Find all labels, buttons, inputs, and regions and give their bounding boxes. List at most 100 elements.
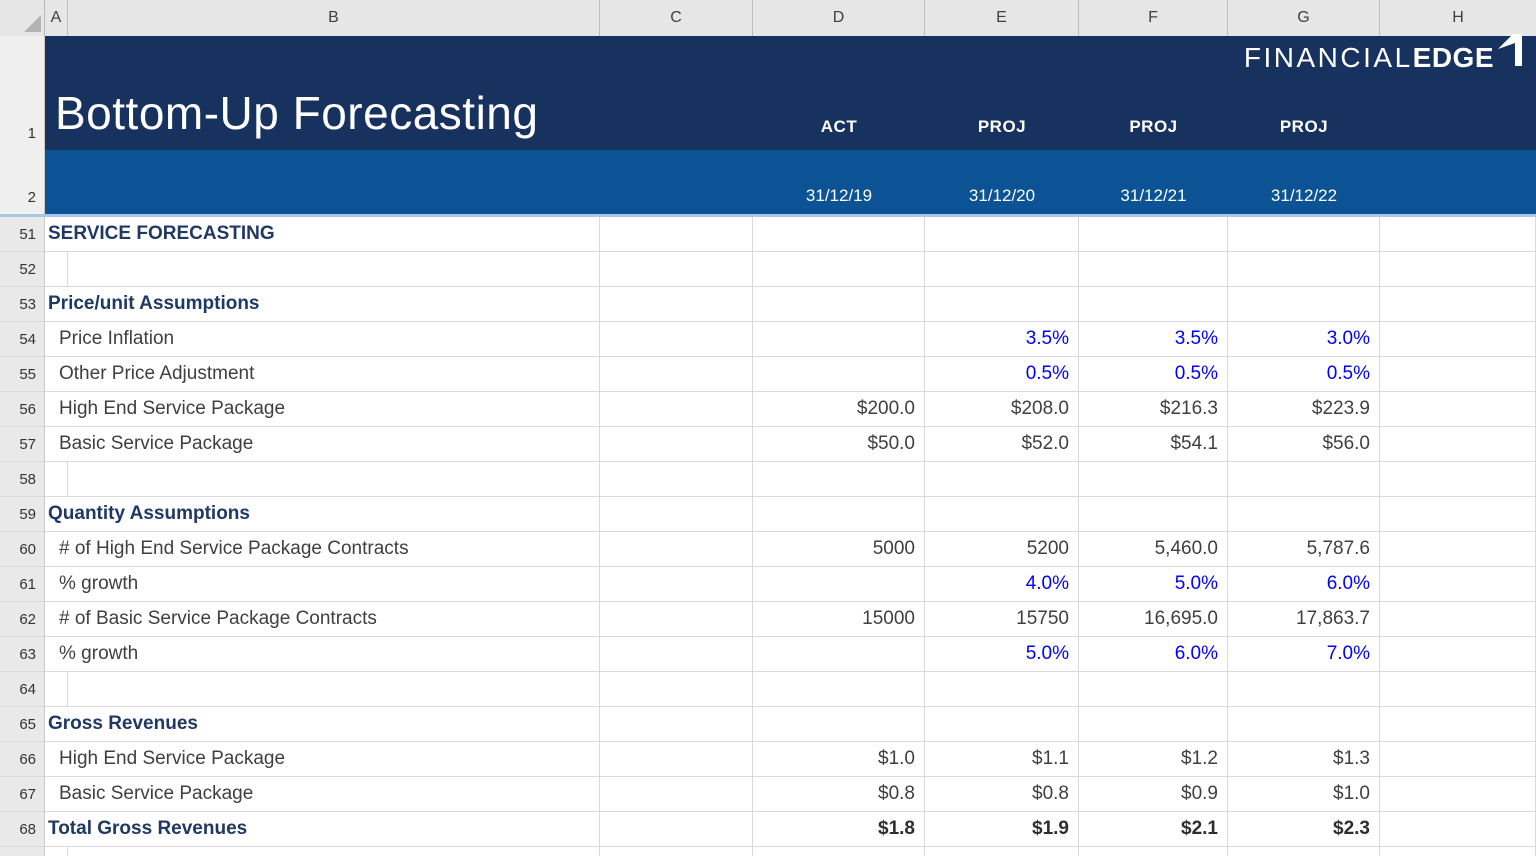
cell-H67[interactable]: [1380, 777, 1536, 812]
cell-E68[interactable]: $1.9: [925, 812, 1079, 847]
cell-E59[interactable]: [925, 497, 1079, 532]
cell-H62[interactable]: [1380, 602, 1536, 637]
cell-B63[interactable]: % growth: [45, 637, 600, 672]
cell-C62[interactable]: [600, 602, 753, 637]
row-number-57[interactable]: 57: [0, 427, 45, 462]
cell-G60[interactable]: 5,787.6: [1228, 532, 1380, 567]
cell-B53[interactable]: Price/unit Assumptions: [45, 287, 600, 322]
cell-label-partial[interactable]: [45, 847, 600, 856]
cell-G56[interactable]: $223.9: [1228, 392, 1380, 427]
column-header-C[interactable]: C: [600, 0, 753, 36]
row-number-68[interactable]: 68: [0, 812, 45, 847]
cell-D62[interactable]: 15000: [753, 602, 925, 637]
cell-B62[interactable]: # of Basic Service Package Contracts: [45, 602, 600, 637]
cell-D55[interactable]: [753, 357, 925, 392]
row-number-55[interactable]: 55: [0, 357, 45, 392]
cell-H53[interactable]: [1380, 287, 1536, 322]
cell-D-partial[interactable]: [753, 847, 925, 856]
sheet-title[interactable]: Bottom-Up Forecasting: [55, 87, 539, 139]
cell-F53[interactable]: [1079, 287, 1228, 322]
row-number-1[interactable]: 1: [0, 36, 45, 150]
cell-G68[interactable]: $2.3: [1228, 812, 1380, 847]
column-header-F[interactable]: F: [1079, 0, 1228, 36]
cell-F56[interactable]: $216.3: [1079, 392, 1228, 427]
cell-F51[interactable]: [1079, 217, 1228, 252]
row-number-56[interactable]: 56: [0, 392, 45, 427]
cell-H64[interactable]: [1380, 672, 1536, 707]
cell-B66[interactable]: High End Service Package: [45, 742, 600, 777]
select-all-button[interactable]: [0, 0, 45, 36]
cell-B56[interactable]: High End Service Package: [45, 392, 600, 427]
cell-H63[interactable]: [1380, 637, 1536, 672]
row-number-partial[interactable]: [0, 847, 45, 856]
cell-C64[interactable]: [600, 672, 753, 707]
cell-C65[interactable]: [600, 707, 753, 742]
cell-C53[interactable]: [600, 287, 753, 322]
cell-B68[interactable]: Total Gross Revenues: [45, 812, 600, 847]
cell-E61[interactable]: 4.0%: [925, 567, 1079, 602]
row-number-53[interactable]: 53: [0, 287, 45, 322]
cell-E65[interactable]: [925, 707, 1079, 742]
cell-D59[interactable]: [753, 497, 925, 532]
cell-F58[interactable]: [1079, 462, 1228, 497]
cell-G64[interactable]: [1228, 672, 1380, 707]
row-number-58[interactable]: 58: [0, 462, 45, 497]
cell-G52[interactable]: [1228, 252, 1380, 287]
cell-H60[interactable]: [1380, 532, 1536, 567]
cell-B52[interactable]: [45, 252, 600, 287]
cell-E66[interactable]: $1.1: [925, 742, 1079, 777]
cell-H52[interactable]: [1380, 252, 1536, 287]
date-label-D[interactable]: 31/12/19: [805, 186, 873, 205]
cell-B54[interactable]: Price Inflation: [45, 322, 600, 357]
cell-C68[interactable]: [600, 812, 753, 847]
row-number-65[interactable]: 65: [0, 707, 45, 742]
period-tag-E[interactable]: PROJ: [977, 117, 1027, 136]
cell-C61[interactable]: [600, 567, 753, 602]
row-number-2[interactable]: 2: [0, 150, 45, 214]
cell-H59[interactable]: [1380, 497, 1536, 532]
row-number-51[interactable]: 51: [0, 217, 45, 252]
cell-G53[interactable]: [1228, 287, 1380, 322]
cell-C66[interactable]: [600, 742, 753, 777]
cell-C-partial[interactable]: [600, 847, 753, 856]
cell-F62[interactable]: 16,695.0: [1079, 602, 1228, 637]
cell-C55[interactable]: [600, 357, 753, 392]
column-header-A[interactable]: A: [45, 0, 68, 36]
cell-G51[interactable]: [1228, 217, 1380, 252]
cell-F55[interactable]: 0.5%: [1079, 357, 1228, 392]
cell-G59[interactable]: [1228, 497, 1380, 532]
cell-F-partial[interactable]: [1079, 847, 1228, 856]
column-header-B[interactable]: B: [68, 0, 600, 36]
cell-B61[interactable]: % growth: [45, 567, 600, 602]
row-number-67[interactable]: 67: [0, 777, 45, 812]
cell-B58[interactable]: [45, 462, 600, 497]
period-tag-G[interactable]: PROJ: [1279, 117, 1329, 136]
cell-E57[interactable]: $52.0: [925, 427, 1079, 462]
cell-H51[interactable]: [1380, 217, 1536, 252]
cell-H65[interactable]: [1380, 707, 1536, 742]
cell-E63[interactable]: 5.0%: [925, 637, 1079, 672]
cell-E62[interactable]: 15750: [925, 602, 1079, 637]
cell-D53[interactable]: [753, 287, 925, 322]
cell-F67[interactable]: $0.9: [1079, 777, 1228, 812]
cell-G62[interactable]: 17,863.7: [1228, 602, 1380, 637]
cell-D68[interactable]: $1.8: [753, 812, 925, 847]
cell-D57[interactable]: $50.0: [753, 427, 925, 462]
date-label-F[interactable]: 31/12/21: [1120, 186, 1187, 205]
cell-D64[interactable]: [753, 672, 925, 707]
row-number-63[interactable]: 63: [0, 637, 45, 672]
cell-E67[interactable]: $0.8: [925, 777, 1079, 812]
cell-B51[interactable]: SERVICE FORECASTING: [45, 217, 600, 252]
cell-H57[interactable]: [1380, 427, 1536, 462]
cell-C63[interactable]: [600, 637, 753, 672]
row-number-54[interactable]: 54: [0, 322, 45, 357]
cell-E-partial[interactable]: [925, 847, 1079, 856]
cell-H-partial[interactable]: [1380, 847, 1536, 856]
row-number-52[interactable]: 52: [0, 252, 45, 287]
cell-H66[interactable]: [1380, 742, 1536, 777]
cell-E64[interactable]: [925, 672, 1079, 707]
cell-F66[interactable]: $1.2: [1079, 742, 1228, 777]
column-header-D[interactable]: D: [753, 0, 925, 36]
cell-H54[interactable]: [1380, 322, 1536, 357]
cell-D52[interactable]: [753, 252, 925, 287]
